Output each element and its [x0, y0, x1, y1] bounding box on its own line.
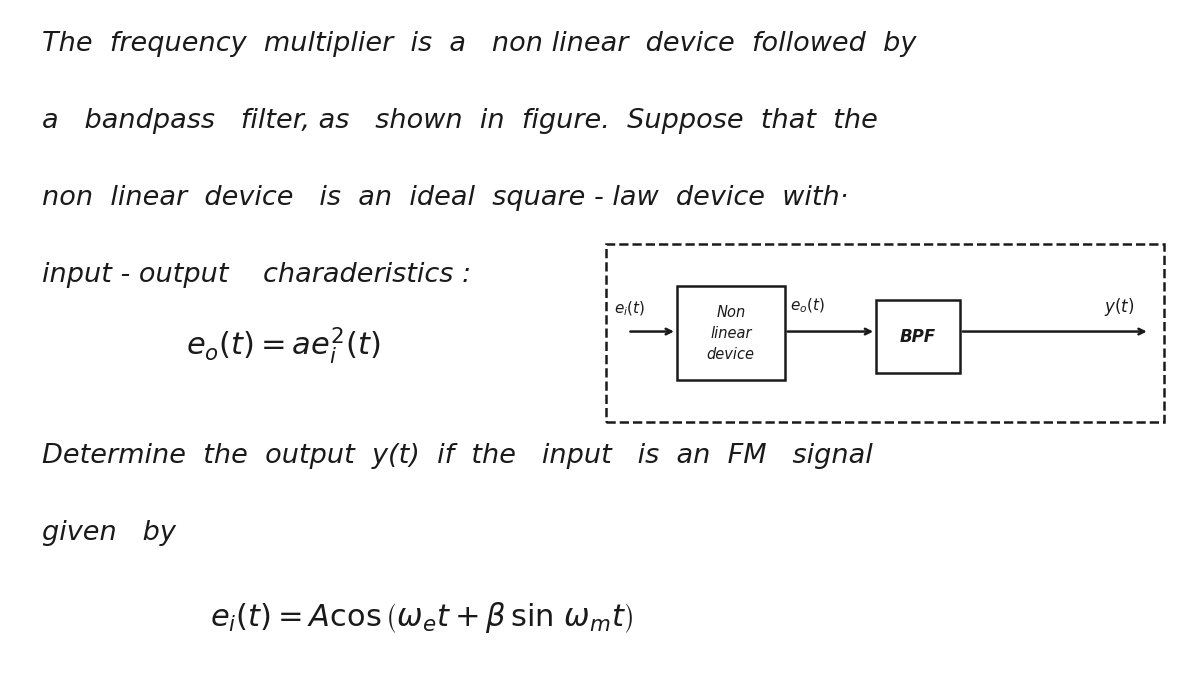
- Bar: [876, 300, 960, 373]
- Text: input - output    charaderistics :: input - output charaderistics :: [42, 262, 472, 288]
- Text: given   by: given by: [42, 520, 176, 546]
- Text: linear: linear: [710, 326, 751, 341]
- Bar: [677, 286, 785, 380]
- Text: a   bandpass   filter, as   shown  in  figure.  Suppose  that  the: a bandpass filter, as shown in figure. S…: [42, 108, 878, 134]
- Text: non  linear  device   is  an  ideal  square - law  device  with·: non linear device is an ideal square - l…: [42, 185, 848, 211]
- Bar: [606, 244, 1164, 422]
- Text: $y(t)$: $y(t)$: [1104, 295, 1134, 318]
- Text: $e_o(t)$: $e_o(t)$: [790, 297, 824, 315]
- Text: $e_i(t)$: $e_i(t)$: [614, 299, 646, 318]
- Text: Non: Non: [716, 305, 745, 320]
- Text: Determine  the  output  y(t)  if  the   input   is  an  FM   signal: Determine the output y(t) if the input i…: [42, 443, 872, 469]
- Text: $e_o(t) = ae_i^2(t)$: $e_o(t) = ae_i^2(t)$: [186, 325, 380, 366]
- Text: device: device: [707, 347, 755, 362]
- Text: BPF: BPF: [900, 328, 936, 346]
- Text: The  frequency  multiplier  is  a   non linear  device  followed  by: The frequency multiplier is a non linear…: [42, 31, 917, 57]
- Text: $e_i(t) = A\cos\left(\omega_e t + \beta\,\sin\,\omega_m t\right)$: $e_i(t) = A\cos\left(\omega_e t + \beta\…: [210, 600, 632, 635]
